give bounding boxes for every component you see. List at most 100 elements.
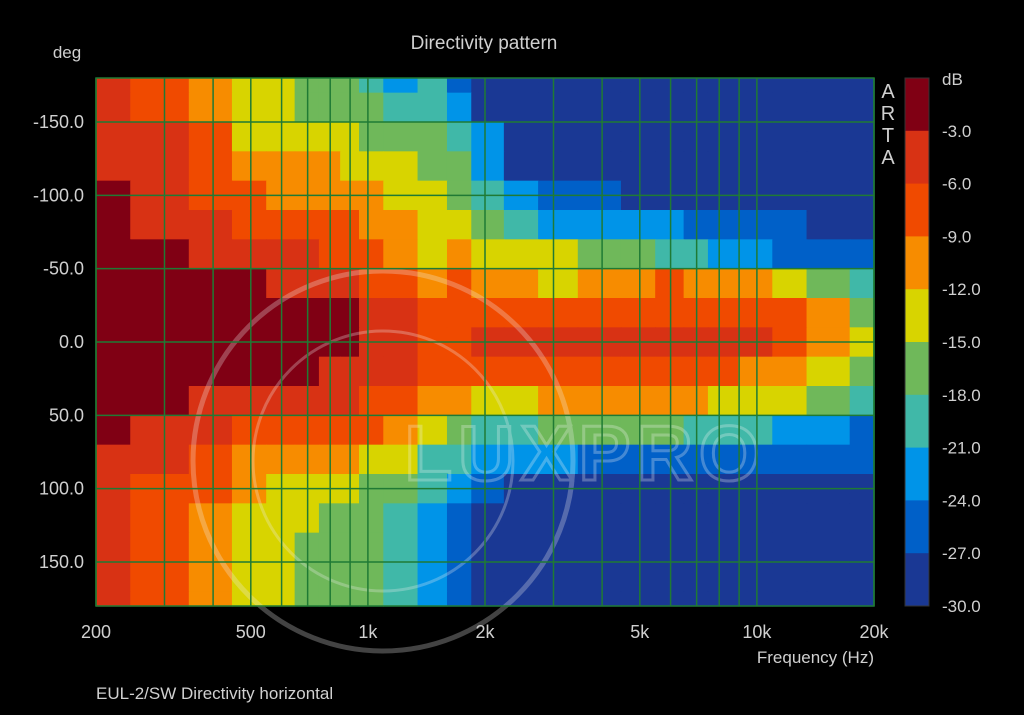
heatmap-cell [772,532,808,563]
colorbar-tick-label: -27.0 [942,544,981,563]
heatmap-cell [96,562,131,592]
heatmap-cell [806,444,851,475]
heatmap-cell [620,562,656,592]
heatmap-cell [707,444,739,475]
heatmap-cell [266,78,296,94]
heatmap-cell [655,503,685,534]
heatmap-cell [446,386,472,416]
heatmap-cell [358,356,384,387]
heatmap-cell [577,78,622,94]
heatmap-cell [446,415,472,446]
heatmap-cell [446,210,472,240]
heatmap-cell [383,92,419,123]
colorbar-tick-labels: -3.0 -6.0 -9.0 -12.0 -15.0 -18.0 -21.0 -24.0 -27… [942,122,981,616]
heatmap-cell [577,503,622,534]
heatmap-cell [503,78,539,94]
heatmap-cell [96,386,131,416]
heatmap-cell [96,591,131,607]
heatmap-cell [772,268,808,299]
heatmap-cell [96,444,131,475]
y-tick-label: 0.0 [59,332,84,352]
heatmap-cell [417,591,448,607]
heatmap-cell [849,386,875,416]
heatmap-cell [620,239,656,270]
heatmap-cell [849,356,875,387]
heatmap-cell [538,268,579,299]
heatmap-cell [96,268,131,299]
heatmap-cell [266,415,296,446]
heatmap-cell [707,562,739,592]
heatmap-cell [620,122,656,152]
heatmap-cell [188,268,233,299]
x-tick-label: 200 [81,622,111,642]
heatmap-cell [417,92,448,123]
heatmap-cell [707,239,739,270]
heatmap-cell [738,415,773,446]
heatmap-cell [231,239,267,270]
arta-letter: A [881,81,895,103]
heatmap-cell [471,210,505,240]
heatmap-cell [806,268,851,299]
heatmap-cell [849,298,875,328]
colorbar-tick-label: -24.0 [942,491,981,510]
heatmap-cell [446,122,472,152]
heatmap-cell [503,151,539,182]
heatmap-cell [538,591,579,607]
heatmap-cell [806,356,851,387]
heatmap-cell [655,78,685,94]
heatmap-cell [738,503,773,534]
heatmap-cell [707,151,739,182]
heatmap-cell [503,503,539,534]
heatmap-cell [738,151,773,182]
heatmap-cell [130,503,190,534]
heatmap-cell [130,151,190,182]
colorbar-tick-label: -21.0 [942,439,981,458]
heatmap-cell [503,532,539,563]
colorbar-tick-label: -9.0 [942,227,971,246]
heatmap-cell [538,122,579,152]
heatmap-cell [358,444,384,475]
heatmap-cell [188,386,233,416]
x-tick-label: 5k [630,622,650,642]
heatmap-cell [383,151,419,182]
heatmap-cell [738,386,773,416]
heatmap-cell [577,562,622,592]
heatmap-cell [417,122,448,152]
heatmap-cell [655,268,685,299]
colorbar-band [905,500,929,554]
heatmap-cell [772,92,808,123]
heatmap-cell [577,591,622,607]
heatmap-cell [577,415,622,446]
heatmap-cell [772,122,808,152]
heatmap-cell [471,78,505,94]
heatmap-cell [738,562,773,592]
heatmap-cell [738,532,773,563]
heatmap-cell [446,532,472,563]
heatmap-cell [503,356,539,387]
heatmap-cell [655,151,685,182]
heatmap-cell [707,92,739,123]
heatmap-cell [538,298,579,328]
heatmap-cell [383,356,419,387]
heatmap-cell [471,268,505,299]
heatmap-cell [358,268,384,299]
heatmap-cell [96,210,131,240]
heatmap-cell [96,78,131,94]
heatmap-cell [358,415,384,446]
heatmap-cell [130,239,190,270]
heatmap-cell [707,415,739,446]
heatmap-cell [417,415,448,446]
plot-frame [95,77,875,607]
heatmap-cell [188,122,233,152]
heatmap-cell [231,268,267,299]
heatmap-cell [188,444,233,475]
heatmap-cell [849,151,875,182]
heatmap-cell [188,415,233,446]
heatmap-cell [358,239,384,270]
heatmap-cell [503,591,539,607]
heatmap-cell [620,151,656,182]
heatmap-cell [538,356,579,387]
heatmap-cell [383,210,419,240]
heatmap-cell [655,532,685,563]
